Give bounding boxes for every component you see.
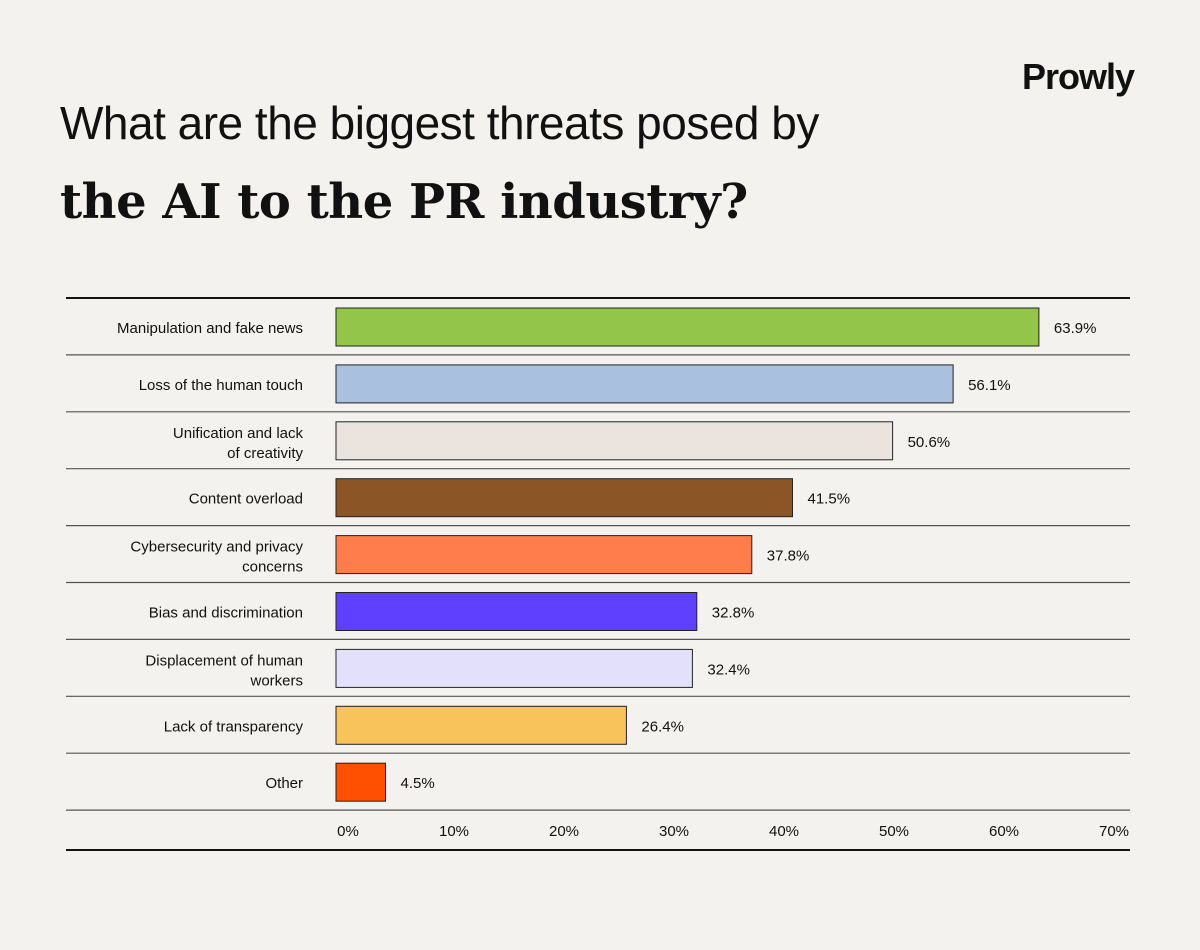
value-label: 26.4% — [641, 718, 684, 735]
category-label: workers — [249, 672, 303, 689]
bar — [335, 648, 693, 688]
x-tick-label: 0% — [337, 823, 359, 840]
x-tick-label: 60% — [989, 823, 1019, 840]
category-label: concerns — [242, 559, 303, 576]
bar — [335, 762, 386, 802]
category-label: Unification and lack — [173, 425, 304, 442]
x-tick-label: 20% — [549, 823, 579, 840]
bar — [335, 307, 1040, 347]
x-tick-label: 10% — [439, 823, 469, 840]
chart-title-line-2: the AI to the PR industry? — [60, 174, 748, 230]
chart-title-line-1: What are the biggest threats posed by — [60, 97, 819, 149]
bar — [335, 535, 753, 575]
bar — [335, 592, 698, 631]
value-label: 63.9% — [1054, 320, 1097, 337]
category-label: Manipulation and fake news — [117, 320, 303, 337]
x-tick-label: 50% — [879, 823, 909, 840]
bar — [335, 421, 894, 461]
value-label: 56.1% — [968, 377, 1011, 394]
category-label: Other — [265, 775, 303, 792]
category-label: Lack of transparency — [164, 718, 304, 735]
bar — [335, 364, 954, 404]
value-label: 4.5% — [401, 775, 435, 792]
category-label: Loss of the human touch — [139, 377, 303, 394]
x-tick-label: 40% — [769, 823, 799, 840]
category-label: Displacement of human — [145, 652, 303, 669]
category-label: Cybersecurity and privacy — [130, 539, 303, 556]
value-label: 32.8% — [712, 605, 755, 622]
bar — [335, 705, 627, 745]
prowly-logo: Prowly — [1022, 56, 1135, 97]
category-label: Content overload — [189, 491, 303, 508]
category-label: of creativity — [227, 445, 303, 462]
x-tick-label: 30% — [659, 823, 689, 840]
x-tick-label: 70% — [1099, 823, 1129, 840]
bar — [335, 478, 793, 518]
value-label: 41.5% — [808, 491, 851, 508]
value-label: 50.6% — [908, 434, 951, 451]
value-label: 32.4% — [707, 661, 750, 678]
category-label: Bias and discrimination — [149, 605, 303, 622]
value-label: 37.8% — [767, 548, 810, 565]
